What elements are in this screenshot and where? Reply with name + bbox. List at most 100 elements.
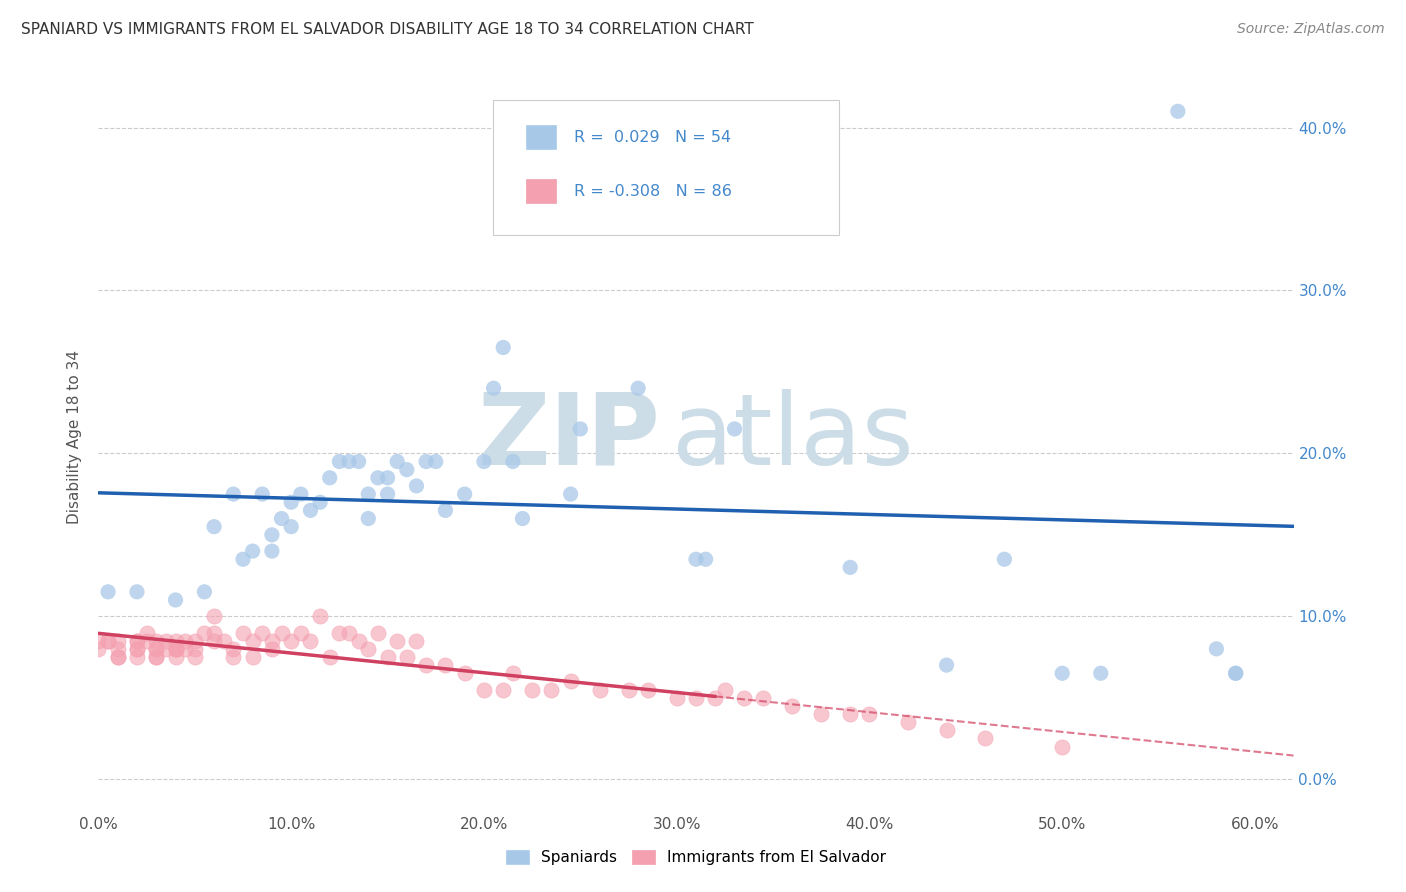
Text: Source: ZipAtlas.com: Source: ZipAtlas.com — [1237, 22, 1385, 37]
Point — [974, 731, 997, 746]
Text: R =  0.029   N = 54: R = 0.029 N = 54 — [574, 129, 731, 145]
Point — [810, 706, 832, 721]
Point — [395, 650, 418, 665]
Point — [232, 552, 254, 566]
Point — [560, 487, 582, 501]
Point — [588, 682, 610, 697]
Point — [482, 381, 505, 395]
Point — [260, 633, 283, 648]
Point — [145, 650, 167, 665]
Point — [377, 487, 399, 501]
Point — [733, 690, 755, 705]
Point — [415, 454, 437, 468]
Point — [165, 593, 187, 607]
Point — [252, 487, 274, 501]
Point — [492, 341, 515, 355]
Point — [453, 487, 475, 501]
Point — [174, 641, 197, 656]
Point — [290, 487, 312, 501]
Point — [87, 633, 110, 648]
Point — [290, 625, 312, 640]
FancyBboxPatch shape — [526, 179, 557, 203]
Point — [685, 690, 707, 705]
Point — [319, 471, 342, 485]
Point — [222, 650, 245, 665]
Point — [512, 511, 534, 525]
Point — [385, 633, 409, 648]
Point — [377, 650, 399, 665]
Point — [472, 454, 495, 468]
Point — [107, 650, 129, 665]
Text: SPANIARD VS IMMIGRANTS FROM EL SALVADOR DISABILITY AGE 18 TO 34 CORRELATION CHAR: SPANIARD VS IMMIGRANTS FROM EL SALVADOR … — [21, 22, 754, 37]
Text: ZIP: ZIP — [477, 389, 661, 485]
Point — [367, 471, 389, 485]
Point — [782, 698, 804, 713]
Point — [377, 471, 399, 485]
Point — [637, 682, 659, 697]
Point — [202, 609, 225, 624]
Point — [328, 625, 350, 640]
Point — [405, 633, 427, 648]
Point — [319, 650, 342, 665]
Point — [165, 641, 187, 656]
Point — [347, 633, 370, 648]
Point — [280, 519, 302, 533]
Point — [357, 487, 380, 501]
Point — [520, 682, 543, 697]
Point — [145, 641, 167, 656]
Point — [107, 641, 129, 656]
Point — [472, 682, 495, 697]
Point — [145, 650, 167, 665]
Point — [125, 584, 148, 599]
Point — [165, 641, 187, 656]
Point — [415, 658, 437, 673]
Point — [125, 641, 148, 656]
Point — [145, 633, 167, 648]
Point — [242, 544, 264, 558]
Point — [405, 479, 427, 493]
Point — [222, 487, 245, 501]
Point — [165, 641, 187, 656]
Point — [1050, 666, 1073, 681]
Point — [202, 633, 225, 648]
Point — [222, 641, 245, 656]
Point — [107, 633, 129, 648]
Point — [155, 641, 177, 656]
Point — [935, 658, 957, 673]
Point — [502, 666, 524, 681]
Point — [97, 584, 120, 599]
Point — [1050, 739, 1073, 754]
Point — [434, 658, 457, 673]
Point — [155, 633, 177, 648]
Point — [135, 625, 157, 640]
Point — [1205, 641, 1227, 656]
Point — [1225, 666, 1247, 681]
Point — [309, 609, 332, 624]
Point — [540, 682, 562, 697]
Point — [145, 641, 167, 656]
Point — [165, 650, 187, 665]
FancyBboxPatch shape — [526, 125, 557, 149]
FancyBboxPatch shape — [494, 100, 839, 235]
Point — [1090, 666, 1112, 681]
Point — [125, 641, 148, 656]
Point — [357, 641, 380, 656]
Point — [1167, 104, 1189, 119]
Point — [97, 633, 120, 648]
Point — [723, 422, 745, 436]
Point — [252, 625, 274, 640]
Point — [395, 463, 418, 477]
Legend: Spaniards, Immigrants from El Salvador: Spaniards, Immigrants from El Salvador — [499, 844, 893, 871]
Point — [174, 633, 197, 648]
Point — [212, 633, 235, 648]
Point — [280, 495, 302, 509]
Point — [695, 552, 717, 566]
Point — [434, 503, 457, 517]
Point — [299, 503, 322, 517]
Point — [202, 519, 225, 533]
Point — [627, 381, 650, 395]
Point — [125, 650, 148, 665]
Text: R = -0.308   N = 86: R = -0.308 N = 86 — [574, 184, 733, 199]
Point — [502, 454, 524, 468]
Point — [357, 511, 380, 525]
